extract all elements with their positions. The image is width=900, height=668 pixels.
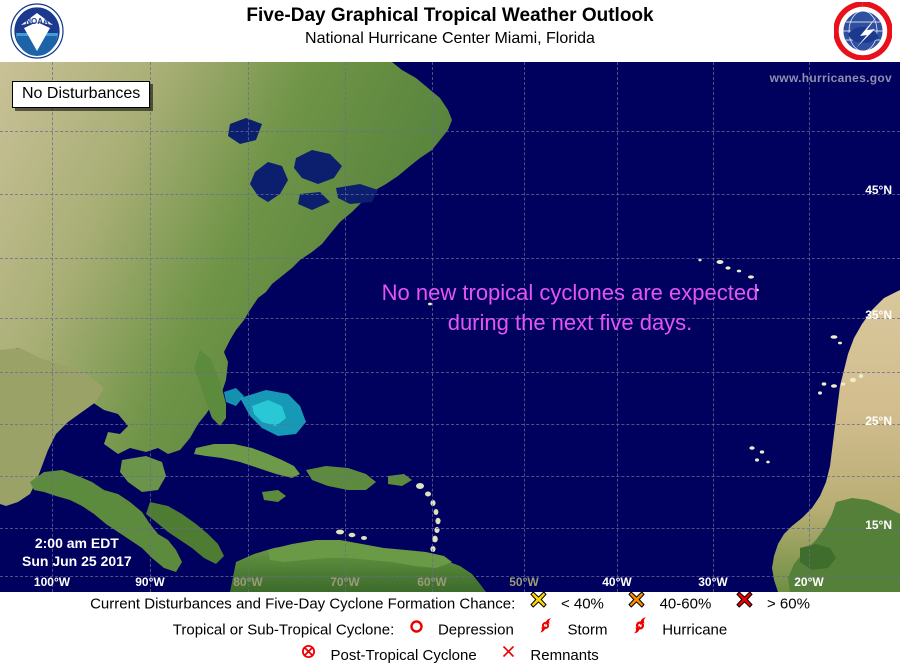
legend-row-formation-chance: Current Disturbances and Five-Day Cyclon…	[0, 591, 900, 617]
lon-label-20w: 20°W	[794, 575, 824, 589]
hurricane-label: Hurricane	[662, 621, 728, 639]
lat-label-45n: 45°N	[865, 183, 892, 197]
lon-label-50w: 50°W	[509, 575, 539, 589]
lon-label-70w: 70°W	[330, 575, 360, 589]
remnants-icon	[501, 643, 516, 667]
svg-text:NOAA: NOAA	[25, 17, 49, 26]
lon-label-80w: 80°W	[233, 575, 263, 589]
lon-label-90w: 90°W	[135, 575, 165, 589]
title-block: Five-Day Graphical Tropical Weather Outl…	[110, 4, 790, 50]
national-weather-service-icon	[833, 1, 893, 61]
tropical-storm-label: Storm	[567, 621, 608, 639]
issuance-timestamp: 2:00 am EDT Sun Jun 25 2017	[22, 534, 132, 570]
outlook-message: No new tropical cyclones are expected du…	[260, 278, 880, 338]
legend-row-cyclone-types: Tropical or Sub-Tropical Cyclone: Depres…	[0, 617, 900, 644]
formation-chance-low-label: < 40%	[560, 595, 604, 613]
formation-chance-high-label: > 60%	[766, 595, 810, 613]
hurricane-icon	[632, 616, 648, 643]
lon-label-40w: 40°W	[602, 575, 632, 589]
depression-icon	[409, 618, 424, 642]
formation-chance-mid-label: 40-60%	[659, 595, 712, 613]
page-subtitle: National Hurricane Center Miami, Florida	[305, 30, 595, 47]
remnants-label: Remnants	[530, 647, 599, 665]
page-header: NOAA Five-Day Graphical Tropical Weather…	[0, 0, 900, 62]
issuance-date: Sun Jun 25 2017	[22, 553, 132, 569]
outlook-message-line1: No new tropical cyclones are expected	[381, 280, 759, 305]
lat-label-15n: 15°N	[865, 518, 892, 532]
formation-chance-high-icon	[735, 591, 753, 616]
post-tropical-cyclone-icon	[301, 643, 316, 667]
noaa-seal-icon: NOAA	[8, 2, 66, 60]
lon-label-30w: 30°W	[698, 575, 728, 589]
status-badge: No Disturbances	[12, 81, 151, 108]
depression-label: Depression	[437, 621, 514, 639]
formation-chance-mid-icon	[628, 591, 645, 616]
lon-label-100w: 100°W	[33, 575, 71, 589]
website-watermark: www.hurricanes.gov	[769, 71, 892, 85]
legend-cyclone-type-label: Tropical or Sub-Tropical Cyclone:	[172, 621, 395, 639]
lat-label-25n: 25°N	[865, 414, 892, 428]
issuance-time: 2:00 am EDT	[34, 535, 119, 551]
map-legend: Current Disturbances and Five-Day Cyclon…	[0, 591, 900, 668]
outlook-message-line2: during the next five days.	[447, 310, 693, 335]
formation-chance-low-icon	[529, 591, 547, 616]
legend-row-other-types: Post-Tropical Cyclone Remnants	[0, 644, 900, 668]
lon-label-60w: 60°W	[417, 575, 447, 589]
post-tropical-cyclone-label: Post-Tropical Cyclone	[330, 647, 477, 665]
legend-formation-chance-label: Current Disturbances and Five-Day Cyclon…	[90, 595, 516, 613]
page-title: Five-Day Graphical Tropical Weather Outl…	[246, 5, 654, 26]
lat-label-35n: 35°N	[865, 308, 892, 322]
tropical-storm-icon	[538, 617, 553, 642]
tropical-outlook-map[interactable]: No Disturbances www.hurricanes.gov No ne…	[0, 62, 900, 592]
